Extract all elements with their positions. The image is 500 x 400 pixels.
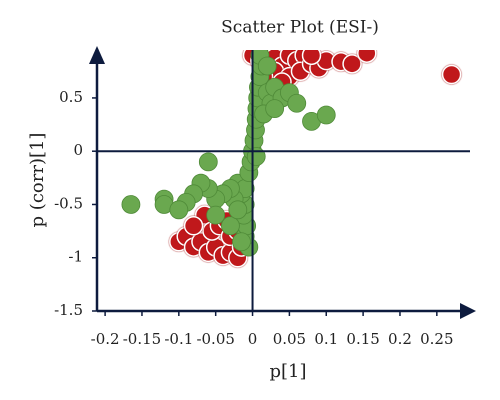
y-tick-label: -1.5: [54, 301, 83, 319]
x-tick-label: -0.1: [164, 330, 193, 348]
x-tick-label: 0: [248, 330, 258, 348]
x-tick-label: 0.2: [388, 330, 412, 348]
y-tick-label: -0.5: [54, 194, 83, 212]
point: [441, 64, 462, 85]
point: [287, 93, 307, 113]
point: [265, 99, 285, 118]
point: [183, 216, 204, 236]
x-axis-label: p[1]: [269, 361, 306, 382]
x-tick-label: -0.2: [91, 330, 120, 348]
x-tick-label: 0.15: [346, 330, 379, 348]
point: [221, 216, 240, 236]
point: [257, 56, 277, 76]
point: [342, 54, 362, 74]
point: [198, 152, 218, 172]
x-tick-label: 0.25: [420, 330, 453, 348]
x-tick-label: 0.1: [314, 330, 338, 348]
y-tick-label: -1: [68, 248, 83, 266]
point: [121, 195, 141, 214]
x-arrow: [460, 303, 476, 319]
point: [232, 232, 251, 252]
point: [357, 50, 377, 63]
x-tick-label: -0.05: [196, 330, 234, 348]
point: [228, 200, 248, 220]
points: [121, 50, 462, 268]
x-tick-label: -0.15: [123, 330, 161, 348]
point: [169, 200, 189, 220]
axes: [89, 46, 476, 319]
y-arrow: [89, 46, 105, 64]
y-tick-label: 0: [73, 141, 83, 159]
point: [206, 205, 226, 225]
point: [316, 105, 336, 125]
chart-title: Scatter Plot (ESI-): [221, 18, 379, 38]
point: [301, 50, 322, 66]
y-tick-label: 0.5: [59, 88, 83, 106]
x-tick-label: 0.05: [273, 330, 306, 348]
y-axis-label: p (corr)[1]: [27, 133, 48, 228]
